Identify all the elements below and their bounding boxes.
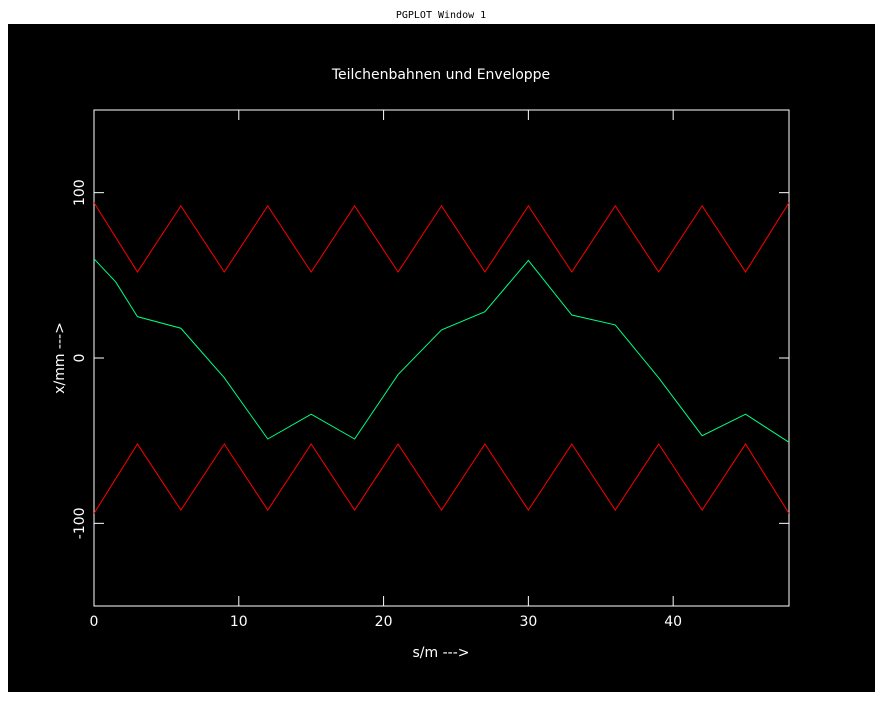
x-tick-label: 0: [90, 614, 99, 630]
plot-canvas: [8, 24, 875, 692]
x-tick-label: 10: [230, 614, 248, 630]
y-tick-label: 100: [72, 179, 88, 206]
x-tick-label: 20: [375, 614, 393, 630]
y-tick-label: 0: [72, 354, 88, 363]
y-tick-label: -100: [72, 507, 88, 539]
chart-title: Teilchenbahnen und Enveloppe: [331, 67, 550, 83]
y-axis-label: x/mm --->: [52, 322, 68, 394]
x-axis-label: s/m --->: [413, 645, 470, 661]
series-line: [93, 443, 790, 514]
x-tick-label: 30: [519, 614, 537, 630]
window-title: PGPLOT Window 1: [396, 10, 486, 21]
x-tick-label: 40: [664, 614, 682, 630]
series-line: [93, 258, 790, 443]
series-line: [93, 202, 790, 273]
